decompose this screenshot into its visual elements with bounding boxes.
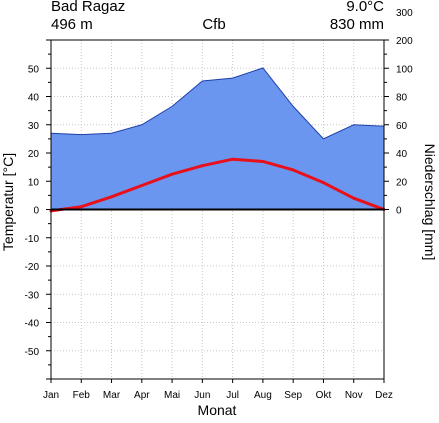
right-tick-label: 300: [396, 8, 413, 19]
x-tick-label-apr: Apr: [134, 390, 150, 401]
right-tick-label: 200: [396, 36, 413, 47]
x-tick-label-mar: Mar: [103, 390, 121, 401]
climate-class-label: Cfb: [202, 16, 225, 33]
x-tick-label-okt: Okt: [316, 390, 332, 401]
right-tick-label: 100: [396, 64, 413, 75]
temperature-point-mai: [171, 173, 174, 176]
annual-precip-label: 830 mm: [330, 16, 384, 33]
temperature-point-aug: [261, 160, 264, 163]
left-tick-label: 10: [28, 177, 40, 188]
x-tick-label-mai: Mai: [164, 390, 180, 401]
right-tick-label: 0: [396, 206, 402, 217]
temperature-point-apr: [140, 184, 143, 187]
left-tick-label: 0: [33, 206, 39, 217]
x-tick-label-jul: Jul: [226, 390, 239, 401]
annual-mean-temp-label: 9.0°C: [346, 0, 384, 15]
left-tick-label: -50: [25, 347, 40, 358]
x-tick-label-jan: Jan: [43, 390, 59, 401]
temperature-point-nov: [352, 197, 355, 200]
x-tick-label-nov: Nov: [345, 390, 363, 401]
left-tick-label: -10: [25, 234, 40, 245]
right-tick-label: 80: [396, 93, 408, 104]
temperature-point-mar: [110, 195, 113, 198]
temperature-point-feb: [80, 205, 83, 208]
station-name-label: Bad Ragaz: [51, 0, 125, 15]
right-tick-label: 60: [396, 121, 408, 132]
left-tick-label: 30: [28, 121, 40, 132]
y-left-axis-title: Temperatur [°C]: [0, 153, 16, 251]
temperature-point-jul: [231, 158, 234, 161]
x-tick-label-sep: Sep: [284, 390, 302, 401]
left-tick-label: -30: [25, 290, 40, 301]
left-tick-label: -40: [25, 319, 40, 330]
x-tick-label-feb: Feb: [73, 390, 91, 401]
temperature-point-jun: [201, 164, 204, 167]
right-tick-label: 40: [396, 149, 408, 160]
x-tick-label-jun: Jun: [194, 390, 210, 401]
left-tick-label: 20: [28, 149, 40, 160]
x-axis-title: Monat: [198, 402, 237, 418]
temperature-point-sep: [292, 168, 295, 171]
left-tick-label: -20: [25, 262, 40, 273]
right-tick-label: 20: [396, 177, 408, 188]
temperature-point-okt: [322, 181, 325, 184]
left-tick-label: 50: [28, 64, 40, 75]
x-tick-label-dez: Dez: [375, 390, 393, 401]
x-tick-label-aug: Aug: [254, 390, 272, 401]
y-right-axis-title: Niederschlag [mm]: [422, 144, 438, 261]
elevation-label: 496 m: [51, 16, 93, 33]
left-tick-label: 40: [28, 93, 40, 104]
